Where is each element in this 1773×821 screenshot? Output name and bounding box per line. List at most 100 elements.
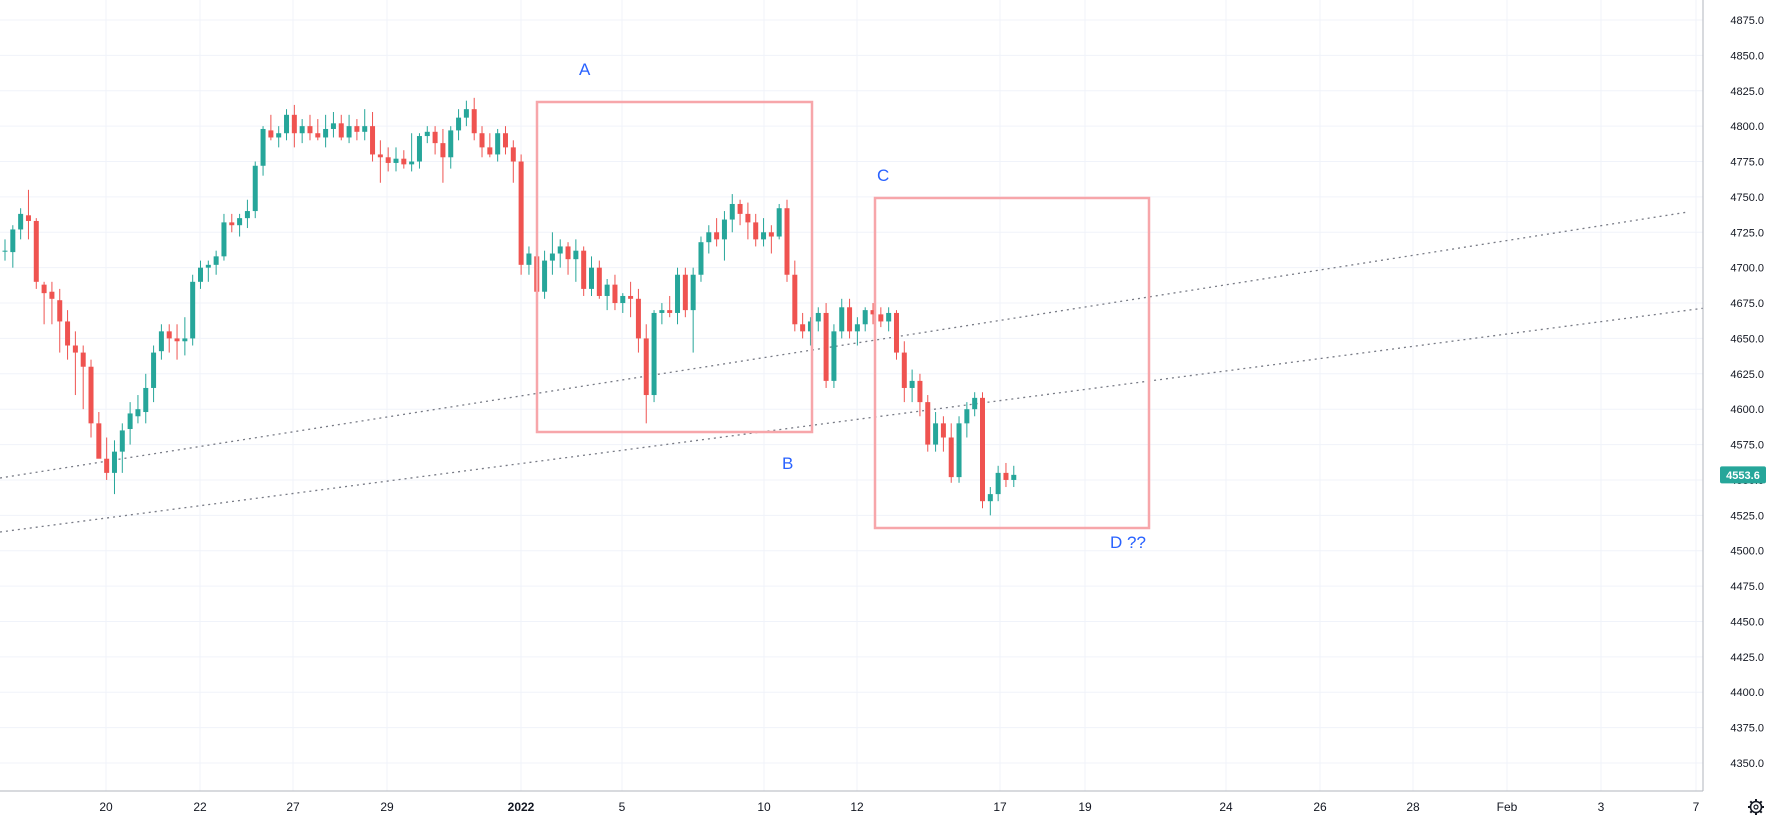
candle-body — [854, 324, 860, 332]
candle — [174, 324, 180, 360]
candle — [839, 298, 845, 339]
trendline-upper[interactable] — [0, 211, 1689, 479]
candle — [847, 298, 853, 339]
candle — [948, 423, 954, 483]
candle — [854, 317, 860, 346]
trendlines[interactable] — [0, 211, 1706, 533]
candle-body — [307, 126, 313, 134]
candle — [88, 359, 94, 438]
candle — [980, 392, 985, 509]
candle-body — [753, 222, 759, 240]
candle-body — [49, 291, 55, 299]
candle — [229, 213, 235, 233]
price-axis-bg[interactable] — [1703, 0, 1773, 821]
candle-body — [925, 402, 931, 445]
price-tick-label: 4850.0 — [1730, 50, 1764, 62]
candle-body — [299, 126, 305, 134]
price-tick-label: 4825.0 — [1730, 86, 1764, 98]
candle-body — [18, 213, 24, 230]
box-c-d[interactable] — [873, 196, 1151, 530]
time-tick-label: 12 — [850, 800, 864, 814]
price-tick-label: 4875.0 — [1730, 15, 1764, 27]
time-tick-label: 19 — [1078, 800, 1092, 814]
candle-body — [487, 147, 493, 155]
candle-body — [416, 136, 422, 162]
last-price-badge — [1720, 466, 1766, 484]
candle-body — [987, 494, 993, 502]
candle — [502, 126, 508, 155]
candle — [643, 324, 649, 424]
candle-body — [260, 128, 266, 166]
candle — [424, 126, 430, 144]
label-c[interactable]: C — [877, 166, 889, 185]
candle-body — [354, 126, 360, 132]
candle-body — [933, 423, 939, 445]
candle — [96, 412, 102, 459]
candle-body — [784, 208, 790, 275]
candle — [604, 278, 610, 311]
candle — [41, 281, 47, 325]
candle — [143, 373, 149, 424]
candle-body — [862, 310, 868, 325]
candle — [690, 267, 696, 353]
candle — [330, 111, 336, 138]
price-tick-label: 4350.0 — [1730, 758, 1764, 770]
candle — [745, 202, 751, 240]
candle — [80, 345, 86, 410]
candle — [800, 312, 806, 339]
candle-body — [65, 321, 71, 346]
candle — [721, 211, 727, 261]
time-tick-label: 3 — [1598, 800, 1605, 814]
label-b[interactable]: B — [782, 454, 793, 473]
candle-body — [2, 250, 8, 252]
candle-body — [495, 133, 501, 155]
candle — [385, 147, 391, 172]
box-a-b[interactable] — [535, 100, 814, 434]
candle — [909, 369, 915, 403]
price-tick-label: 4800.0 — [1730, 121, 1764, 133]
candle-body — [901, 352, 907, 388]
label-d[interactable]: D ?? — [1110, 533, 1146, 552]
candle — [111, 440, 117, 495]
candle — [487, 133, 493, 158]
trendline-lower[interactable] — [0, 307, 1706, 533]
candle — [753, 213, 759, 247]
candle — [346, 114, 352, 144]
candle-body — [604, 284, 610, 296]
candle — [815, 307, 821, 332]
candle — [620, 293, 626, 313]
time-axis-ticks: 20 22 27 29 2022 5 10 12 17 19 24 26 28 Feb 3 7 — [99, 800, 1699, 814]
label-a[interactable]: A — [579, 60, 591, 79]
time-tick-label: 7 — [1693, 800, 1700, 814]
time-axis-bg[interactable] — [0, 791, 1703, 821]
candle — [448, 126, 454, 169]
candle — [190, 274, 196, 346]
price-tick-label: 4500.0 — [1730, 546, 1764, 558]
candle-body — [432, 131, 438, 144]
candle — [307, 114, 313, 141]
gear-icon[interactable] — [1748, 799, 1764, 815]
candle — [831, 324, 837, 388]
candle — [158, 324, 164, 360]
candle-body — [370, 126, 376, 155]
candle-body — [377, 154, 383, 158]
candle-body — [291, 114, 297, 134]
price-tick-label: 4650.0 — [1730, 333, 1764, 345]
candle — [119, 423, 125, 473]
candle — [917, 373, 923, 417]
candle-body — [33, 220, 39, 282]
candle-body — [143, 387, 149, 413]
candle-body — [104, 458, 110, 473]
candle-body — [682, 274, 688, 311]
annotation-boxes[interactable] — [535, 100, 1151, 530]
candle-body — [909, 380, 915, 388]
price-tick-label: 4425.0 — [1730, 652, 1764, 664]
candle — [18, 208, 24, 240]
candle — [205, 260, 211, 282]
time-tick-label: 20 — [99, 800, 113, 814]
candle — [792, 260, 798, 332]
candle — [135, 395, 141, 424]
candle — [260, 126, 266, 176]
